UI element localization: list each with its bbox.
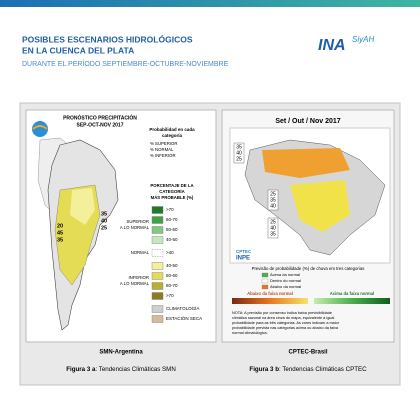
group-label: A LO NORMAL — [120, 281, 150, 286]
legend-label: 50-60 — [166, 273, 178, 278]
forecast-area — [70, 188, 95, 225]
scale-title: MÁS PROBABLE (%) — [151, 195, 194, 200]
legend-swatch — [151, 272, 164, 280]
legend-title: Probabilidad en cada — [149, 127, 195, 132]
group-label: INFERIOR — [128, 275, 149, 280]
figure-caption: Figura 3 b: Tendencias Climáticas CPTEC — [249, 366, 367, 373]
legend-swatch — [151, 226, 164, 234]
logo: INA — [318, 37, 346, 54]
figure-title: SEP-OCT-NOV 2017 — [77, 122, 124, 128]
map-number: 40 — [236, 150, 242, 156]
group-label: A LO NORMAL — [120, 225, 150, 230]
legend-label: 60-70 — [166, 217, 178, 222]
map-number: 25 — [270, 191, 276, 197]
note: climática sazonal na área cinza do mapa,… — [232, 316, 335, 320]
number-box — [233, 142, 245, 164]
number-box — [267, 217, 279, 239]
legend-swatch — [151, 305, 164, 313]
caption-text: : Tendencias Climáticas SMN — [95, 366, 175, 373]
note: probabilidade prevista nas categorias ac… — [232, 326, 339, 330]
map-number: 35 — [236, 144, 242, 150]
color-bar — [314, 298, 390, 304]
map-number: 40 — [270, 203, 276, 209]
map-number: 40 — [270, 225, 276, 231]
legend-label: >70 — [166, 293, 174, 298]
map-number: 35 — [57, 237, 63, 243]
note: normal climatológica. — [232, 331, 268, 335]
map-number: 35 — [270, 197, 276, 203]
legend-swatch — [151, 236, 164, 244]
map-number: 45 — [57, 230, 63, 236]
note: probabilidade para as três categorias. A… — [232, 321, 340, 325]
legend-label: 40-50 — [166, 237, 178, 242]
caption-text: : Tendencias Climáticas CPTEC — [279, 366, 367, 373]
group-label: SUPERIOR — [127, 219, 149, 224]
legend-swatch — [151, 216, 164, 224]
logo: INPE — [236, 256, 250, 262]
logo-sub: SiyAH — [352, 35, 374, 44]
figure-source: CPTEC-Brasil — [288, 350, 327, 356]
subtitle: DURANTE EL PERÍODO SEPTIEMBRE-OCTUBRE-NO… — [22, 59, 229, 68]
caption-label: Figura 3 a — [66, 366, 96, 373]
map-number: 40 — [101, 218, 107, 224]
smn-logo — [32, 125, 48, 130]
top-bar — [0, 0, 420, 7]
scale-title: PORCENTAJE DE LA — [150, 183, 193, 188]
figure-source: SMN-Argentina — [99, 350, 143, 356]
legend-swatch — [151, 315, 164, 323]
legend-key: Dentro do normal — [270, 278, 301, 283]
legend-title: Previsão de probabilidade (%) de chuva e… — [252, 266, 365, 271]
note: NOTA: A previsão por consenso indica bai… — [232, 311, 332, 315]
legend-label: 60-70 — [166, 283, 178, 288]
forecast-area — [262, 148, 350, 178]
number-box — [267, 189, 279, 211]
legend-swatch — [261, 272, 269, 278]
legend-swatch — [261, 278, 269, 284]
group-label: NORMAL — [131, 250, 150, 255]
legend-swatch — [261, 284, 269, 290]
map-number: 25 — [270, 219, 276, 225]
legend-swatch — [151, 282, 164, 290]
map-number: 35 — [101, 211, 107, 217]
color-bar — [232, 298, 308, 304]
legend-label: 40-50 — [166, 263, 178, 268]
figure-title: Set / Out / Nov 2017 — [275, 118, 340, 125]
legend-label: 50-60 — [166, 227, 178, 232]
bar-label: Abaixo da faixa normal — [247, 291, 293, 296]
map-number: 20 — [57, 223, 63, 229]
forecast-area — [290, 180, 350, 232]
figure-title: PRONÓSTICO PRECIPITACIÓN — [63, 113, 137, 121]
smn-logo — [32, 121, 48, 137]
logo: CPTEC — [236, 249, 252, 254]
legend-key: % SUPERIOR — [150, 141, 177, 146]
title: POSIBLES ESCENARIOS HIDROLÓGICOS — [22, 33, 193, 44]
legend-label: >40 — [166, 250, 174, 255]
legend-key: % NORMAL — [150, 147, 174, 152]
map-number: 25 — [236, 156, 242, 162]
legend-title: categoría — [162, 133, 183, 138]
map-number: 25 — [101, 225, 107, 231]
legend-label: >70 — [166, 207, 174, 212]
title: EN LA CUENCA DEL PLATA — [22, 45, 134, 55]
bar-label: Acima da faixa normal — [330, 291, 374, 296]
legend-swatch — [151, 249, 164, 257]
legend-label: ESTACIÓN SECA — [166, 315, 202, 321]
figure-caption: Figura 3 a: Tendencias Climáticas SMN — [66, 366, 176, 373]
legend-swatch — [151, 262, 164, 270]
legend-key: Abaixo da normal — [270, 284, 301, 289]
caption-label: Figura 3 b — [249, 366, 279, 373]
legend-key: % INFERIOR — [150, 153, 176, 158]
legend-label: CLIMATOLOGÍA — [166, 305, 199, 311]
legend-swatch — [151, 206, 164, 214]
scale-title: CATEGORÍA — [159, 189, 184, 194]
legend-swatch — [151, 292, 164, 300]
legend-key: Acima da normal — [270, 272, 300, 277]
map-number: 35 — [270, 231, 276, 237]
